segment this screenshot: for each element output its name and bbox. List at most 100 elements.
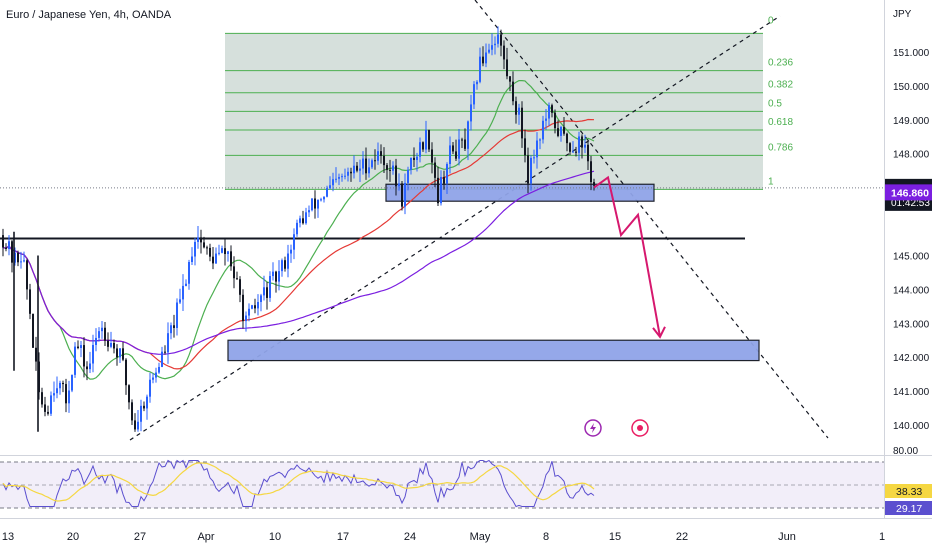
candle-body[interactable] (290, 249, 292, 254)
candle-body[interactable] (317, 199, 319, 209)
candle-body[interactable] (83, 345, 85, 367)
candle-body[interactable] (572, 151, 574, 153)
candle-body[interactable] (350, 171, 352, 174)
candle-body[interactable] (254, 305, 256, 309)
candle-body[interactable] (20, 261, 22, 263)
candle-body[interactable] (95, 337, 97, 345)
candle-body[interactable] (41, 392, 43, 405)
candle-body[interactable] (482, 56, 484, 64)
candle-body[interactable] (29, 289, 31, 314)
candle-body[interactable] (233, 266, 235, 279)
candle-body[interactable] (521, 107, 523, 139)
candle-body[interactable] (500, 34, 502, 46)
candle-body[interactable] (56, 388, 58, 394)
candle-body[interactable] (128, 385, 130, 403)
candle-body[interactable] (89, 363, 91, 370)
candle-body[interactable] (245, 315, 247, 322)
candle-body[interactable] (188, 261, 190, 284)
candle-body[interactable] (137, 421, 139, 430)
symbol-title[interactable]: Euro / Japanese Yen, 4h, OANDA (6, 9, 172, 21)
candle-body[interactable] (494, 43, 496, 46)
candle-body[interactable] (383, 155, 385, 166)
candle-body[interactable] (224, 248, 226, 255)
demand-zone[interactable] (385, 183, 655, 202)
candle-body[interactable] (461, 139, 463, 141)
candle-body[interactable] (356, 165, 358, 171)
candle-body[interactable] (152, 377, 154, 380)
candle-body[interactable] (68, 390, 70, 404)
candle-body[interactable] (566, 133, 568, 144)
candle-body[interactable] (272, 271, 274, 277)
candle-body[interactable] (308, 210, 310, 213)
candle-body[interactable] (212, 256, 214, 264)
candle-body[interactable] (50, 395, 52, 414)
candle-body[interactable] (170, 325, 172, 334)
candle-body[interactable] (149, 379, 151, 397)
candle-body[interactable] (434, 162, 436, 178)
candle-body[interactable] (326, 188, 328, 197)
candle-body[interactable] (437, 177, 439, 204)
candle-body[interactable] (341, 176, 343, 178)
candle-body[interactable] (194, 241, 196, 257)
candle-body[interactable] (302, 218, 304, 224)
candle-body[interactable] (275, 271, 277, 282)
candle-body[interactable] (392, 165, 394, 171)
candle-body[interactable] (44, 404, 46, 412)
candle-body[interactable] (506, 59, 508, 77)
candle-body[interactable] (251, 305, 253, 309)
candle-body[interactable] (593, 182, 595, 186)
candle-body[interactable] (158, 366, 160, 373)
descending-trendline[interactable] (474, 0, 829, 439)
candle-body[interactable] (380, 151, 382, 156)
candle-body[interactable] (446, 164, 448, 184)
candle-body[interactable] (179, 299, 181, 303)
candle-body[interactable] (161, 351, 163, 367)
candle-body[interactable] (557, 128, 559, 136)
candle-body[interactable] (377, 151, 379, 161)
candle-body[interactable] (416, 156, 418, 160)
candle-body[interactable] (74, 346, 76, 375)
candle-body[interactable] (329, 185, 331, 189)
candle-body[interactable] (206, 247, 208, 249)
candle-body[interactable] (410, 157, 412, 170)
candle-body[interactable] (146, 396, 148, 409)
candle-body[interactable] (404, 182, 406, 207)
candle-body[interactable] (164, 351, 166, 353)
candle-body[interactable] (578, 136, 580, 153)
candle-body[interactable] (536, 140, 538, 158)
candle-body[interactable] (23, 260, 25, 262)
candle-body[interactable] (11, 241, 13, 263)
candle-body[interactable] (551, 105, 553, 113)
candle-body[interactable] (443, 176, 445, 184)
candle-body[interactable] (119, 348, 121, 358)
candle-body[interactable] (248, 308, 250, 316)
candle-body[interactable] (359, 168, 361, 171)
candle-body[interactable] (419, 142, 421, 157)
candle-body[interactable] (5, 247, 7, 249)
candle-body[interactable] (467, 121, 469, 149)
demand-zone[interactable] (227, 339, 760, 362)
candle-body[interactable] (80, 345, 82, 349)
candle-body[interactable] (104, 327, 106, 341)
candle-body[interactable] (407, 169, 409, 183)
candle-body[interactable] (278, 271, 280, 282)
candle-body[interactable] (332, 179, 334, 186)
candle-body[interactable] (230, 251, 232, 267)
candle-body[interactable] (389, 169, 391, 171)
candle-body[interactable] (242, 294, 244, 322)
candle-body[interactable] (167, 333, 169, 353)
candle-body[interactable] (455, 151, 457, 159)
candle-body[interactable] (110, 343, 112, 347)
projection-path[interactable] (593, 175, 661, 337)
candle-body[interactable] (155, 372, 157, 378)
candle-body[interactable] (485, 52, 487, 64)
candle-body[interactable] (395, 165, 397, 187)
candle-body[interactable] (53, 393, 55, 396)
candle-body[interactable] (371, 160, 373, 168)
candle-body[interactable] (344, 175, 346, 177)
candle-body[interactable] (197, 237, 199, 242)
candle-body[interactable] (125, 359, 127, 386)
candle-body[interactable] (527, 155, 529, 184)
candle-body[interactable] (338, 177, 340, 179)
